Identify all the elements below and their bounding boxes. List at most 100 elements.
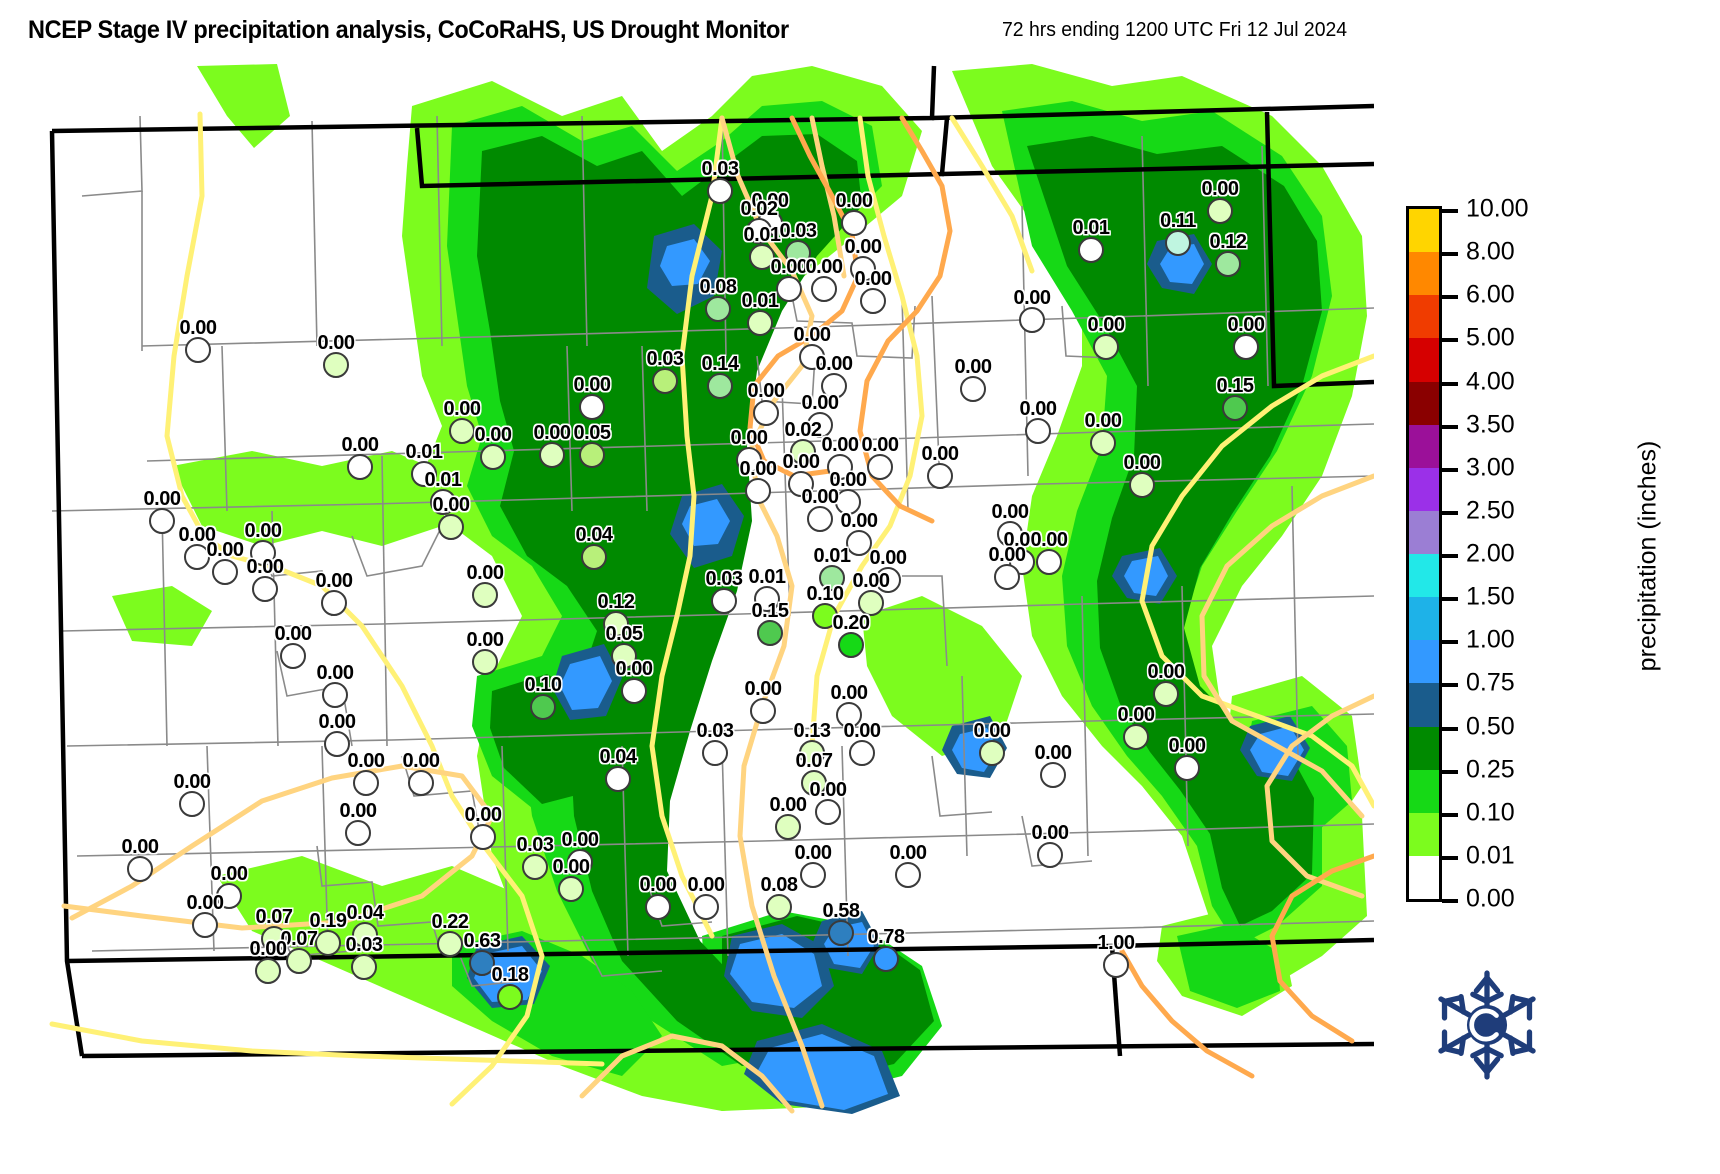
station-marker[interactable] [430, 489, 456, 515]
station-marker[interactable] [927, 463, 953, 489]
station-marker[interactable] [1093, 334, 1119, 360]
station-marker[interactable] [841, 210, 867, 236]
station-marker[interactable] [801, 770, 827, 796]
station-marker[interactable] [212, 559, 238, 585]
station-marker[interactable] [611, 643, 637, 669]
station-marker[interactable] [345, 820, 371, 846]
station-marker[interactable] [1037, 842, 1063, 868]
station-marker[interactable] [347, 454, 373, 480]
station-marker[interactable] [867, 454, 893, 480]
station-marker[interactable] [693, 894, 719, 920]
station-marker[interactable] [438, 514, 464, 540]
station-marker[interactable] [449, 418, 475, 444]
station-marker[interactable] [261, 926, 287, 952]
station-marker[interactable] [652, 368, 678, 394]
station-marker[interactable] [1153, 681, 1179, 707]
station-marker[interactable] [1019, 307, 1045, 333]
station-marker[interactable] [819, 565, 845, 591]
station-marker[interactable] [1025, 418, 1051, 444]
station-marker[interactable] [1129, 472, 1155, 498]
station-marker[interactable] [1090, 430, 1116, 456]
station-marker[interactable] [1215, 251, 1241, 277]
station-marker[interactable] [581, 544, 607, 570]
station-marker[interactable] [997, 521, 1023, 547]
station-marker[interactable] [1036, 549, 1062, 575]
station-marker[interactable] [815, 799, 841, 825]
station-marker[interactable] [707, 178, 733, 204]
station-marker[interactable] [645, 894, 671, 920]
station-marker[interactable] [736, 447, 762, 473]
station-marker[interactable] [747, 310, 773, 336]
station-marker[interactable] [497, 984, 523, 1010]
station-marker[interactable] [184, 544, 210, 570]
station-marker[interactable] [185, 337, 211, 363]
station-marker[interactable] [790, 439, 816, 465]
station-marker[interactable] [522, 854, 548, 880]
station-marker[interactable] [749, 244, 775, 270]
station-marker[interactable] [315, 930, 341, 956]
station-marker[interactable] [750, 698, 776, 724]
station-marker[interactable] [1123, 724, 1149, 750]
station-marker[interactable] [776, 276, 802, 302]
station-marker[interactable] [472, 649, 498, 675]
station-marker[interactable] [746, 218, 772, 244]
station-marker[interactable] [323, 352, 349, 378]
station-marker[interactable] [799, 740, 825, 766]
station-marker[interactable] [711, 588, 737, 614]
station-marker[interactable] [766, 894, 792, 920]
station-marker[interactable] [811, 276, 837, 302]
station-marker[interactable] [821, 373, 847, 399]
station-marker[interactable] [785, 240, 811, 266]
station-marker[interactable] [621, 678, 647, 704]
station-marker[interactable] [757, 620, 783, 646]
station-marker[interactable] [807, 412, 833, 438]
station-marker[interactable] [849, 740, 875, 766]
station-marker[interactable] [480, 444, 506, 470]
station-marker[interactable] [411, 461, 437, 487]
station-marker[interactable] [1165, 230, 1191, 256]
station-marker[interactable] [250, 540, 276, 566]
station-marker[interactable] [812, 603, 838, 629]
station-marker[interactable] [838, 632, 864, 658]
station-marker[interactable] [860, 288, 886, 314]
station-marker[interactable] [255, 958, 281, 984]
station-marker[interactable] [216, 883, 242, 909]
station-marker[interactable] [875, 567, 901, 593]
station-marker[interactable] [352, 922, 378, 948]
station-marker[interactable] [873, 946, 899, 972]
station-marker[interactable] [603, 611, 629, 637]
station-marker[interactable] [807, 506, 833, 532]
station-marker[interactable] [1174, 755, 1200, 781]
precipitation-map[interactable]: 0.03 0.00 0.00 0.00 0.01 0.11 0.12 0.02 0.01 0.03… [22, 56, 1374, 1116]
station-marker[interactable] [1233, 334, 1259, 360]
station-marker[interactable] [846, 530, 872, 556]
station-marker[interactable] [192, 912, 218, 938]
station-marker[interactable] [835, 489, 861, 515]
station-marker[interactable] [994, 564, 1020, 590]
station-marker[interactable] [322, 682, 348, 708]
station-marker[interactable] [754, 586, 780, 612]
station-marker[interactable] [408, 770, 434, 796]
station-marker[interactable] [579, 442, 605, 468]
station-marker[interactable] [1222, 395, 1248, 421]
station-marker[interactable] [1078, 237, 1104, 263]
station-marker[interactable] [702, 740, 728, 766]
station-marker[interactable] [745, 478, 771, 504]
station-marker[interactable] [828, 920, 854, 946]
station-marker[interactable] [850, 256, 876, 282]
station-marker[interactable] [705, 296, 731, 322]
station-marker[interactable] [707, 373, 733, 399]
station-marker[interactable] [558, 876, 584, 902]
station-marker[interactable] [979, 740, 1005, 766]
station-marker[interactable] [179, 791, 205, 817]
station-marker[interactable] [127, 856, 153, 882]
station-marker[interactable] [351, 954, 377, 980]
station-marker[interactable] [539, 442, 565, 468]
station-marker[interactable] [800, 862, 826, 888]
station-marker[interactable] [286, 948, 312, 974]
station-marker[interactable] [1040, 762, 1066, 788]
station-marker[interactable] [895, 862, 921, 888]
station-marker[interactable] [353, 770, 379, 796]
station-marker[interactable] [960, 376, 986, 402]
station-marker[interactable] [605, 766, 631, 792]
